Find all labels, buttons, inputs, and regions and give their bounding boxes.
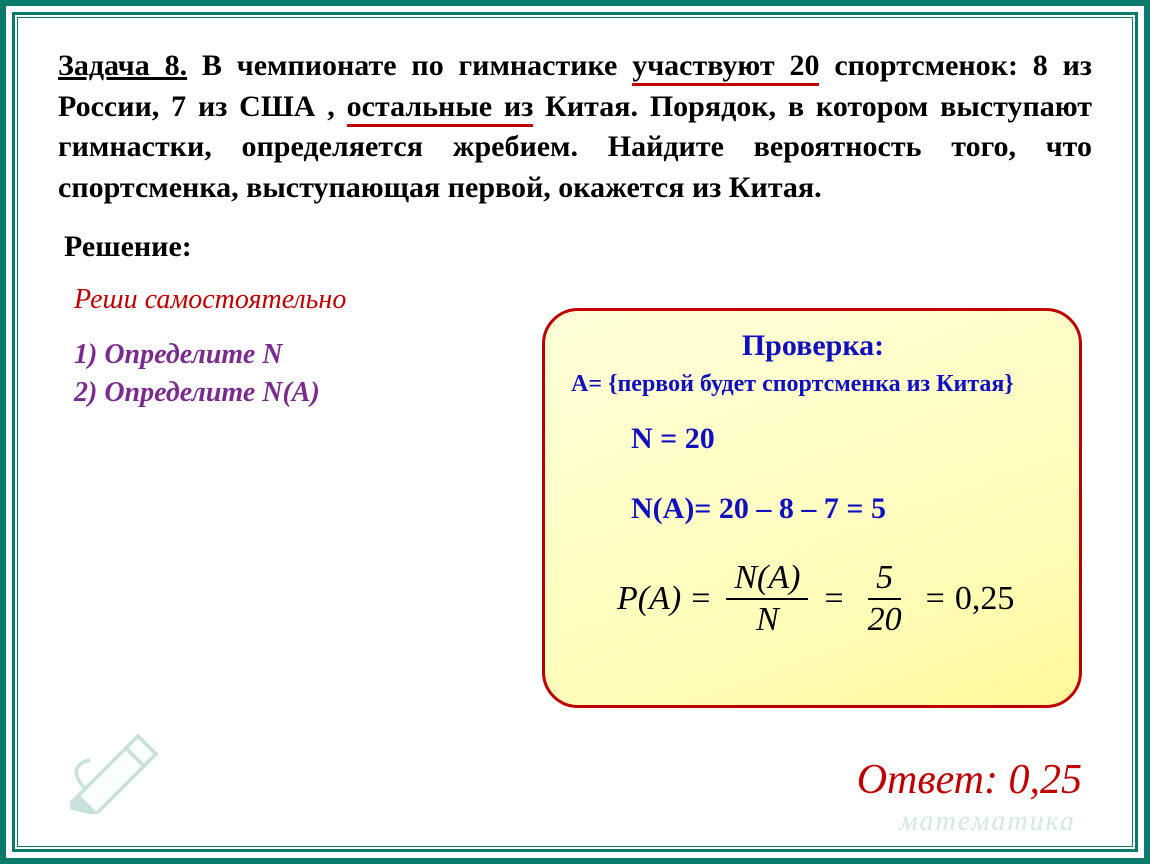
answer: Ответ: 0,25: [857, 756, 1082, 804]
problem-underline-1: участвуют 20: [632, 49, 819, 86]
probability-formula: P(A) = N(A) N = 5 20 = 0,25: [617, 560, 1055, 637]
problem-part-1: В чемпионате по гимнастике: [187, 49, 632, 82]
formula-lhs: P(A): [617, 580, 681, 618]
fraction-1: N(A) N: [726, 560, 808, 637]
pencil-icon: [60, 694, 180, 814]
problem-text: Задача 8. В чемпионате по гимнастике уча…: [58, 46, 1092, 208]
equals-3: =: [926, 580, 945, 618]
slide-frame-mid: Задача 8. В чемпионате по гимнастике уча…: [12, 12, 1138, 852]
frac2-den: 20: [860, 600, 910, 638]
check-event-def: А= {первой будет спортсменка из Китая}: [571, 369, 1055, 400]
slide-content: Задача 8. В чемпионате по гимнастике уча…: [17, 17, 1133, 847]
frac1-num: N(A): [726, 560, 808, 600]
frac2-num: 5: [868, 560, 901, 600]
problem-label: Задача 8.: [58, 49, 187, 82]
equals-1: =: [691, 580, 710, 618]
check-box: Проверка: А= {первой будет спортсменка и…: [542, 308, 1082, 708]
slide-frame-outer: Задача 8. В чемпионате по гимнастике уча…: [0, 0, 1150, 864]
fraction-2: 5 20: [860, 560, 910, 637]
watermark: математика: [900, 806, 1076, 838]
check-na-line: N(A)= 20 – 8 – 7 = 5: [631, 492, 1055, 526]
check-title: Проверка:: [571, 329, 1055, 363]
solution-label: Решение:: [64, 230, 1092, 264]
formula-result: 0,25: [955, 580, 1015, 618]
problem-underline-2: остальные из: [347, 90, 534, 127]
check-n-line: N = 20: [631, 422, 1055, 456]
frac1-den: N: [748, 600, 787, 638]
equals-2: =: [824, 580, 843, 618]
